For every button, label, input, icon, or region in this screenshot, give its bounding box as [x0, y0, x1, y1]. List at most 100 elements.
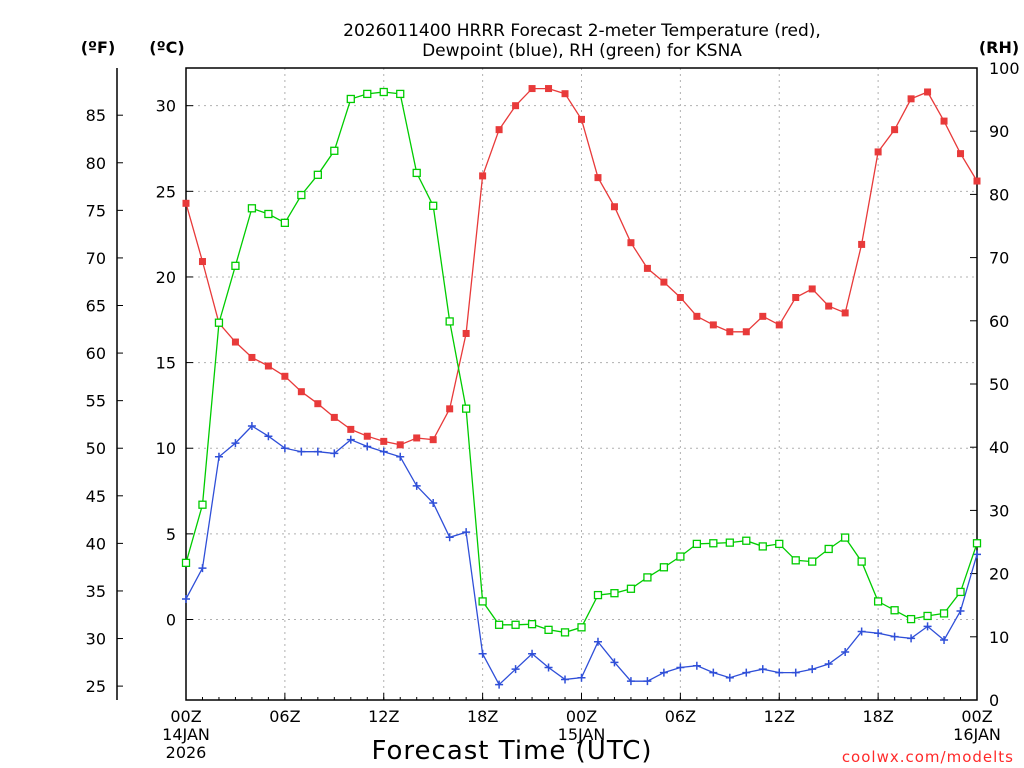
rh-tick-label: 0 — [989, 691, 999, 710]
rh-tick-label: 30 — [989, 501, 1009, 520]
rh-point — [560, 628, 570, 637]
time-tick-label: 18Z — [467, 707, 498, 726]
dewpoint-point — [676, 663, 685, 672]
dewpoint-point — [445, 533, 454, 542]
rh-point — [873, 597, 883, 606]
temperature-point — [594, 174, 602, 182]
rh-point — [857, 557, 866, 566]
x-axis-title: Forecast Time (UTC) — [371, 736, 652, 766]
rh-point — [758, 542, 767, 551]
dewpoint-point — [297, 447, 306, 456]
rh-axis: 0 10 20 30 40 50 60 70 80 90 100 — [970, 59, 1020, 710]
rh-point — [610, 589, 619, 598]
temperature-point — [726, 328, 734, 336]
temperature-point — [775, 321, 783, 329]
dewpoint-point — [824, 660, 833, 669]
time-tick-label: 06Z — [269, 707, 300, 726]
temperature-point — [759, 312, 767, 320]
fahrenheit-tick-label: 75 — [86, 201, 106, 220]
temperature-point — [512, 102, 520, 110]
temperature-point — [330, 413, 338, 421]
dewpoint-point — [495, 680, 504, 689]
rh-tick-label: 90 — [989, 122, 1009, 141]
rh-tick-label: 60 — [989, 312, 1009, 331]
dewpoint-point — [198, 564, 207, 573]
dewpoint-point — [214, 452, 223, 461]
celsius-tick-label: 5 — [166, 525, 176, 544]
dewpoint-point — [940, 636, 949, 645]
year-label: 2026 — [166, 743, 207, 762]
time-tick-label: 18Z — [862, 707, 893, 726]
dewpoint-point — [363, 442, 372, 451]
temperature-point — [973, 177, 981, 185]
temperature-point — [248, 353, 256, 361]
dewpoint-point — [346, 435, 355, 444]
rh-point — [956, 587, 965, 597]
dewpoint-point — [659, 668, 668, 677]
dewpoint-point — [511, 665, 520, 674]
celsius-unit-label: (ºC) — [149, 38, 184, 57]
dewpoint-point — [973, 550, 981, 559]
rh-point — [198, 500, 207, 509]
dewpoint-point — [841, 648, 850, 657]
temperature-point — [413, 434, 421, 442]
plot-border — [185, 67, 978, 701]
rh-tick-label: 40 — [989, 438, 1009, 457]
temperature-point — [709, 321, 717, 329]
dewpoint-point — [396, 452, 405, 461]
dewpoint-point — [956, 606, 965, 615]
rh-point — [330, 146, 339, 155]
rh-point — [247, 204, 257, 213]
fahrenheit-tick-label: 50 — [86, 439, 106, 458]
temperature-point — [578, 115, 585, 123]
temperature-point — [462, 329, 470, 337]
dewpoint-point — [528, 649, 537, 658]
rh-tick-label: 20 — [989, 565, 1009, 584]
temperature-point — [627, 239, 635, 247]
dewpoint-point — [758, 665, 767, 674]
temperature-point — [281, 372, 289, 380]
rh-point — [725, 538, 734, 547]
fahrenheit-tick-label: 85 — [86, 106, 106, 125]
gridlines — [186, 68, 977, 700]
rh-point — [808, 557, 817, 566]
temperature-point — [182, 199, 190, 207]
dewpoint-point — [890, 632, 899, 641]
rh-point — [939, 609, 949, 618]
fahrenheit-tick-label: 25 — [86, 677, 106, 696]
temperature-point — [808, 285, 816, 293]
fahrenheit-unit-label: (ºF) — [81, 38, 116, 57]
rh-point — [841, 533, 850, 542]
temperature-point — [676, 294, 684, 302]
temperature-point — [198, 258, 206, 266]
rh-tick-label: 50 — [989, 375, 1009, 394]
time-tick-label: 00Z — [566, 707, 597, 726]
temperature-point — [231, 338, 239, 346]
fahrenheit-tick-label: 80 — [86, 154, 106, 173]
dewpoint-point — [462, 528, 471, 537]
dewpoint-point — [808, 665, 817, 674]
time-tick-label: 12Z — [368, 707, 399, 726]
date-label: 16JAN — [953, 725, 1001, 744]
temperature-point — [957, 150, 965, 158]
dewpoint-point — [544, 663, 553, 672]
temperature-point — [940, 117, 948, 125]
temperature-point — [314, 400, 322, 408]
rh-point — [692, 539, 702, 549]
chart-title-line-2: Dewpoint (blue), RH (green) for KSNA — [422, 41, 742, 61]
rh-point — [461, 404, 471, 413]
rh-point — [890, 606, 899, 615]
temperature-point — [693, 312, 701, 320]
rh-point — [593, 590, 603, 600]
fahrenheit-tick-label: 40 — [86, 534, 106, 553]
time-tick-label: 06Z — [665, 707, 696, 726]
plot-frame — [185, 67, 978, 701]
dewpoint-series — [182, 421, 981, 689]
fahrenheit-tick-label: 35 — [86, 582, 106, 601]
rh-point — [264, 209, 273, 219]
rh-point — [445, 317, 454, 326]
rh-point — [972, 539, 982, 548]
temperature-point — [396, 441, 404, 449]
temperature-point — [561, 90, 569, 98]
